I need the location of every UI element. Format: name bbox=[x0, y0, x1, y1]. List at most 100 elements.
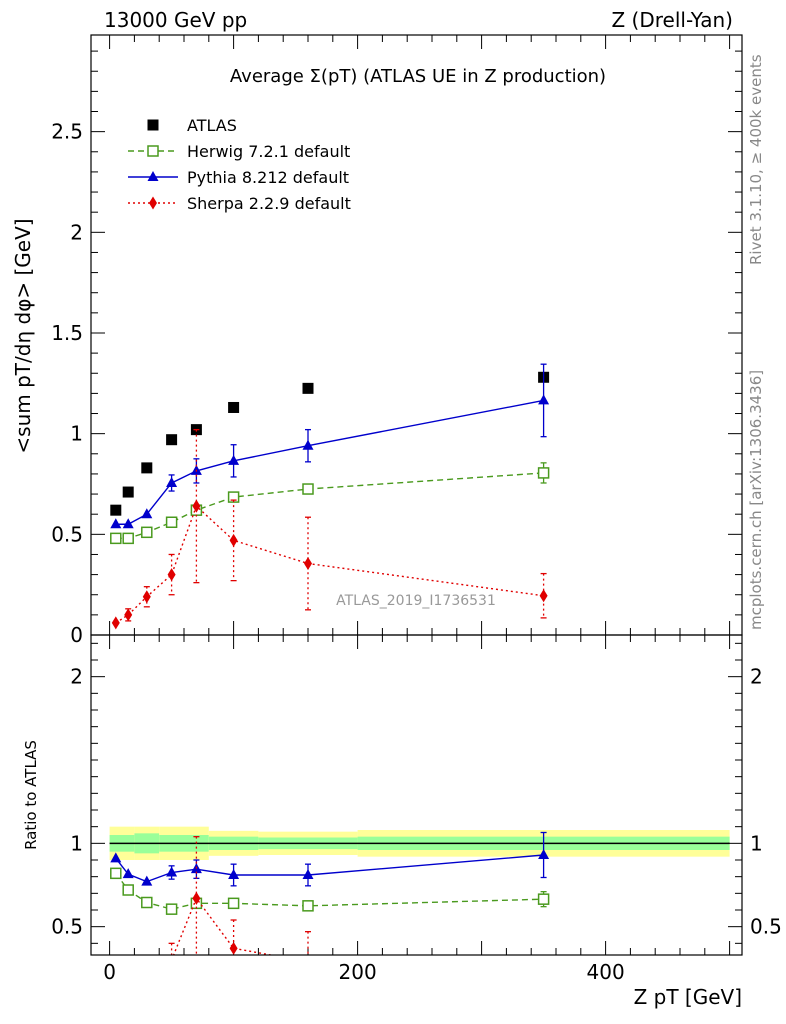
legend-item-sherpa: Sherpa 2.2.9 default bbox=[128, 194, 351, 213]
sherpa-point bbox=[167, 568, 176, 582]
main-chart-title: Average Σ(pT) (ATLAS UE in Z production) bbox=[230, 66, 606, 87]
legend-marker-data bbox=[147, 119, 159, 131]
legend-label-data: ATLAS bbox=[187, 116, 237, 135]
sherpa-point bbox=[124, 608, 133, 622]
main-y-tick-label: 0.5 bbox=[51, 522, 83, 546]
pythia-point bbox=[538, 849, 550, 859]
ratio-y-tick-label-right: 0.5 bbox=[750, 915, 782, 939]
herwig-point bbox=[122, 532, 134, 545]
sherpa-point bbox=[540, 979, 548, 992]
main-axis-ticks: 0 0.5 1 1.5 2 2.5 bbox=[51, 35, 742, 647]
pythia-point bbox=[141, 508, 153, 519]
sherpa-point bbox=[229, 941, 238, 955]
main-y-tick-label: 2.5 bbox=[51, 120, 83, 144]
data-point bbox=[228, 401, 240, 413]
main-y-tick-label: 1.5 bbox=[51, 321, 83, 345]
ratio-y-tick-label: 1 bbox=[70, 831, 83, 855]
legend: ATLAS Herwig 7.2.1 default Pythia 8.212 de… bbox=[128, 116, 351, 213]
herwig-point bbox=[141, 526, 153, 539]
herwig-point bbox=[110, 532, 122, 545]
pythia-series bbox=[110, 831, 550, 887]
analysis-watermark: ATLAS_2019_I1736531 bbox=[336, 593, 496, 609]
pythia-point bbox=[122, 518, 134, 529]
herwig-point bbox=[227, 897, 240, 910]
data-point bbox=[166, 434, 178, 446]
herwig-point bbox=[537, 467, 550, 479]
x-tick-label: 400 bbox=[587, 960, 625, 984]
herwig-point bbox=[110, 867, 122, 880]
sherpa-line bbox=[172, 896, 275, 955]
ratio-axis-ticks: 0.5 0.5 1 1 2 2 0 200 400 bbox=[51, 635, 782, 984]
legend-marker-sherpa bbox=[149, 196, 157, 210]
legend-item-data: ATLAS bbox=[147, 116, 237, 135]
sherpa-point bbox=[111, 616, 120, 630]
ratio-y-tick-label: 2 bbox=[70, 665, 83, 689]
data-point bbox=[110, 504, 122, 516]
pythia-point bbox=[122, 868, 134, 879]
ratio-y-tick-label-right: 2 bbox=[750, 665, 763, 689]
legend-label-herwig: Herwig 7.2.1 default bbox=[187, 142, 350, 161]
sherpa-point bbox=[142, 590, 151, 604]
x-axis-label: Z pT [GeV] bbox=[634, 985, 742, 1009]
sherpa-point bbox=[192, 499, 201, 513]
legend-item-pythia: Pythia 8.212 default bbox=[128, 168, 349, 187]
data-point bbox=[141, 462, 153, 474]
ratio-y-tick-label: 0.5 bbox=[51, 915, 83, 939]
sherpa-point bbox=[192, 891, 201, 905]
herwig-line bbox=[115, 872, 544, 910]
herwig-point bbox=[122, 884, 134, 896]
data-point bbox=[122, 486, 134, 498]
sherpa-point bbox=[229, 533, 238, 547]
sherpa-point bbox=[112, 987, 120, 1000]
pythia-point bbox=[166, 866, 178, 877]
mcplots-label: mcplots.cern.ch [arXiv:1306.3436] bbox=[747, 370, 765, 630]
ratio-y-axis-label: Ratio to ATLAS bbox=[22, 740, 40, 850]
pythia-point bbox=[538, 394, 550, 405]
rivet-label: Rivet 3.1.10, ≥ 400k events bbox=[747, 54, 765, 265]
pythia-line bbox=[115, 399, 544, 525]
sherpa-series bbox=[112, 836, 548, 1000]
ratio-panel: Ratio to ATLAS Z pT [GeV] 0.5 0.5 1 1 2 2 0 200… bbox=[22, 634, 782, 1009]
main-y-tick-label: 0 bbox=[70, 623, 83, 647]
pythia-point bbox=[228, 869, 240, 879]
data-point bbox=[302, 382, 314, 394]
header-left: 13000 GeV pp bbox=[104, 8, 247, 32]
sherpa-point bbox=[143, 965, 151, 978]
herwig-series bbox=[110, 867, 550, 915]
pythia-point bbox=[166, 476, 178, 487]
pythia-point bbox=[110, 852, 122, 863]
pythia-point bbox=[302, 439, 314, 450]
legend-marker-herwig bbox=[147, 145, 159, 157]
herwig-line bbox=[115, 472, 544, 540]
sherpa-point bbox=[539, 589, 548, 603]
legend-item-herwig: Herwig 7.2.1 default bbox=[128, 142, 350, 161]
pythia-point bbox=[110, 518, 122, 529]
x-tick-label: 0 bbox=[103, 960, 116, 984]
x-tick-label: 200 bbox=[339, 960, 377, 984]
herwig-point bbox=[302, 483, 314, 495]
sherpa-point bbox=[304, 557, 312, 571]
pythia-point bbox=[228, 454, 240, 465]
herwig-point bbox=[302, 900, 314, 912]
herwig-point bbox=[141, 896, 153, 909]
main-panel: <sum pT/dη dφ> [GeV] Average Σ(pT) (ATLA… bbox=[11, 34, 743, 647]
sherpa-point bbox=[124, 980, 132, 993]
legend-label-sherpa: Sherpa 2.2.9 default bbox=[187, 194, 351, 213]
herwig-point bbox=[537, 893, 550, 905]
main-y-axis-label: <sum pT/dη dφ> [GeV] bbox=[11, 218, 35, 453]
data-series bbox=[110, 371, 550, 516]
herwig-point bbox=[165, 516, 178, 528]
main-y-tick-label: 1 bbox=[70, 422, 83, 446]
herwig-point bbox=[165, 903, 178, 915]
pythia-point bbox=[302, 869, 314, 879]
pythia-series bbox=[110, 363, 550, 529]
main-y-tick-label: 2 bbox=[70, 220, 83, 244]
pythia-point bbox=[141, 875, 153, 886]
sherpa-series bbox=[111, 428, 548, 630]
ratio-frame bbox=[90, 634, 743, 956]
sherpa-point bbox=[304, 955, 312, 968]
header-right: Z (Drell-Yan) bbox=[611, 8, 733, 32]
legend-label-pythia: Pythia 8.212 default bbox=[187, 168, 349, 187]
herwig-series bbox=[110, 462, 550, 545]
